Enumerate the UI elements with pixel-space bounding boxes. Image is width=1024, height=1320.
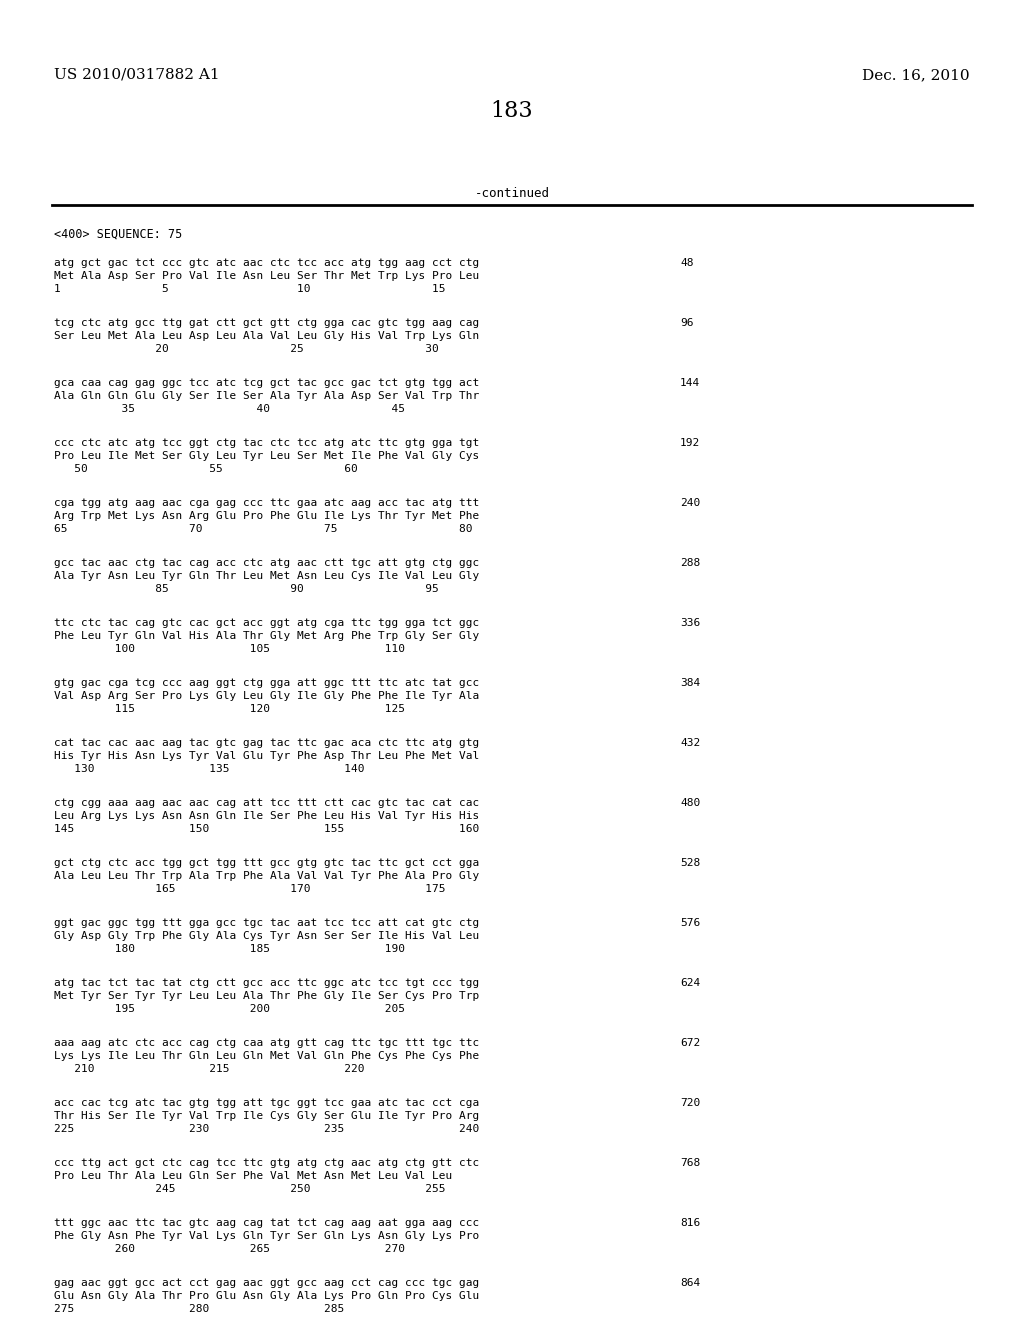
Text: 432: 432 xyxy=(680,738,700,748)
Text: 528: 528 xyxy=(680,858,700,869)
Text: 275                 280                 285: 275 280 285 xyxy=(54,1304,344,1313)
Text: US 2010/0317882 A1: US 2010/0317882 A1 xyxy=(54,69,219,82)
Text: Glu Asn Gly Ala Thr Pro Glu Asn Gly Ala Lys Pro Gln Pro Cys Glu: Glu Asn Gly Ala Thr Pro Glu Asn Gly Ala … xyxy=(54,1291,479,1302)
Text: Arg Trp Met Lys Asn Arg Glu Pro Phe Glu Ile Lys Thr Tyr Met Phe: Arg Trp Met Lys Asn Arg Glu Pro Phe Glu … xyxy=(54,511,479,521)
Text: 816: 816 xyxy=(680,1218,700,1228)
Text: Ser Leu Met Ala Leu Asp Leu Ala Val Leu Gly His Val Trp Lys Gln: Ser Leu Met Ala Leu Asp Leu Ala Val Leu … xyxy=(54,331,479,341)
Text: 624: 624 xyxy=(680,978,700,987)
Text: gct ctg ctc acc tgg gct tgg ttt gcc gtg gtc tac ttc gct cct gga: gct ctg ctc acc tgg gct tgg ttt gcc gtg … xyxy=(54,858,479,869)
Text: Val Asp Arg Ser Pro Lys Gly Leu Gly Ile Gly Phe Phe Ile Tyr Ala: Val Asp Arg Ser Pro Lys Gly Leu Gly Ile … xyxy=(54,690,479,701)
Text: 96: 96 xyxy=(680,318,693,327)
Text: 50                  55                  60: 50 55 60 xyxy=(54,465,357,474)
Text: ttc ctc tac cag gtc cac gct acc ggt atg cga ttc tgg gga tct ggc: ttc ctc tac cag gtc cac gct acc ggt atg … xyxy=(54,618,479,628)
Text: gag aac ggt gcc act cct gag aac ggt gcc aag cct cag ccc tgc gag: gag aac ggt gcc act cct gag aac ggt gcc … xyxy=(54,1278,479,1288)
Text: 288: 288 xyxy=(680,558,700,568)
Text: 85                  90                  95: 85 90 95 xyxy=(54,583,438,594)
Text: 183: 183 xyxy=(490,100,534,121)
Text: 864: 864 xyxy=(680,1278,700,1288)
Text: tcg ctc atg gcc ttg gat ctt gct gtt ctg gga cac gtc tgg aag cag: tcg ctc atg gcc ttg gat ctt gct gtt ctg … xyxy=(54,318,479,327)
Text: cat tac cac aac aag tac gtc gag tac ttc gac aca ctc ttc atg gtg: cat tac cac aac aag tac gtc gag tac ttc … xyxy=(54,738,479,748)
Text: 260                 265                 270: 260 265 270 xyxy=(54,1243,406,1254)
Text: 192: 192 xyxy=(680,438,700,447)
Text: Ala Gln Gln Glu Gly Ser Ile Ser Ala Tyr Ala Asp Ser Val Trp Thr: Ala Gln Gln Glu Gly Ser Ile Ser Ala Tyr … xyxy=(54,391,479,401)
Text: Phe Gly Asn Phe Tyr Val Lys Gln Tyr Ser Gln Lys Asn Gly Lys Pro: Phe Gly Asn Phe Tyr Val Lys Gln Tyr Ser … xyxy=(54,1232,479,1241)
Text: 576: 576 xyxy=(680,917,700,928)
Text: Met Tyr Ser Tyr Tyr Leu Leu Ala Thr Phe Gly Ile Ser Cys Pro Trp: Met Tyr Ser Tyr Tyr Leu Leu Ala Thr Phe … xyxy=(54,991,479,1001)
Text: Pro Leu Ile Met Ser Gly Leu Tyr Leu Ser Met Ile Phe Val Gly Cys: Pro Leu Ile Met Ser Gly Leu Tyr Leu Ser … xyxy=(54,451,479,461)
Text: <400> SEQUENCE: 75: <400> SEQUENCE: 75 xyxy=(54,228,182,242)
Text: 384: 384 xyxy=(680,678,700,688)
Text: 225                 230                 235                 240: 225 230 235 240 xyxy=(54,1125,479,1134)
Text: Pro Leu Thr Ala Leu Gln Ser Phe Val Met Asn Met Leu Val Leu: Pro Leu Thr Ala Leu Gln Ser Phe Val Met … xyxy=(54,1171,453,1181)
Text: Phe Leu Tyr Gln Val His Ala Thr Gly Met Arg Phe Trp Gly Ser Gly: Phe Leu Tyr Gln Val His Ala Thr Gly Met … xyxy=(54,631,479,642)
Text: Leu Arg Lys Lys Asn Asn Gln Ile Ser Phe Leu His Val Tyr His His: Leu Arg Lys Lys Asn Asn Gln Ile Ser Phe … xyxy=(54,810,479,821)
Text: ccc ctc atc atg tcc ggt ctg tac ctc tcc atg atc ttc gtg gga tgt: ccc ctc atc atg tcc ggt ctg tac ctc tcc … xyxy=(54,438,479,447)
Text: 768: 768 xyxy=(680,1158,700,1168)
Text: ggt gac ggc tgg ttt gga gcc tgc tac aat tcc tcc att cat gtc ctg: ggt gac ggc tgg ttt gga gcc tgc tac aat … xyxy=(54,917,479,928)
Text: 720: 720 xyxy=(680,1098,700,1107)
Text: gtg gac cga tcg ccc aag ggt ctg gga att ggc ttt ttc atc tat gcc: gtg gac cga tcg ccc aag ggt ctg gga att … xyxy=(54,678,479,688)
Text: ccc ttg act gct ctc cag tcc ttc gtg atg ctg aac atg ctg gtt ctc: ccc ttg act gct ctc cag tcc ttc gtg atg … xyxy=(54,1158,479,1168)
Text: Ala Tyr Asn Leu Tyr Gln Thr Leu Met Asn Leu Cys Ile Val Leu Gly: Ala Tyr Asn Leu Tyr Gln Thr Leu Met Asn … xyxy=(54,572,479,581)
Text: His Tyr His Asn Lys Tyr Val Glu Tyr Phe Asp Thr Leu Phe Met Val: His Tyr His Asn Lys Tyr Val Glu Tyr Phe … xyxy=(54,751,479,762)
Text: 180                 185                 190: 180 185 190 xyxy=(54,944,406,954)
Text: 210                 215                 220: 210 215 220 xyxy=(54,1064,365,1074)
Text: 145                 150                 155                 160: 145 150 155 160 xyxy=(54,824,479,834)
Text: ttt ggc aac ttc tac gtc aag cag tat tct cag aag aat gga aag ccc: ttt ggc aac ttc tac gtc aag cag tat tct … xyxy=(54,1218,479,1228)
Text: 48: 48 xyxy=(680,257,693,268)
Text: 672: 672 xyxy=(680,1038,700,1048)
Text: Ala Leu Leu Thr Trp Ala Trp Phe Ala Val Val Tyr Phe Ala Pro Gly: Ala Leu Leu Thr Trp Ala Trp Phe Ala Val … xyxy=(54,871,479,880)
Text: 480: 480 xyxy=(680,799,700,808)
Text: 1               5                   10                  15: 1 5 10 15 xyxy=(54,284,445,294)
Text: 195                 200                 205: 195 200 205 xyxy=(54,1005,406,1014)
Text: gcc tac aac ctg tac cag acc ctc atg aac ctt tgc att gtg ctg ggc: gcc tac aac ctg tac cag acc ctc atg aac … xyxy=(54,558,479,568)
Text: gca caa cag gag ggc tcc atc tcg gct tac gcc gac tct gtg tgg act: gca caa cag gag ggc tcc atc tcg gct tac … xyxy=(54,378,479,388)
Text: 336: 336 xyxy=(680,618,700,628)
Text: -continued: -continued xyxy=(474,187,550,201)
Text: 115                 120                 125: 115 120 125 xyxy=(54,704,406,714)
Text: cga tgg atg aag aac cga gag ccc ttc gaa atc aag acc tac atg ttt: cga tgg atg aag aac cga gag ccc ttc gaa … xyxy=(54,498,479,508)
Text: 65                  70                  75                  80: 65 70 75 80 xyxy=(54,524,472,535)
Text: 100                 105                 110: 100 105 110 xyxy=(54,644,406,653)
Text: atg tac tct tac tat ctg ctt gcc acc ttc ggc atc tcc tgt ccc tgg: atg tac tct tac tat ctg ctt gcc acc ttc … xyxy=(54,978,479,987)
Text: Lys Lys Ile Leu Thr Gln Leu Gln Met Val Gln Phe Cys Phe Cys Phe: Lys Lys Ile Leu Thr Gln Leu Gln Met Val … xyxy=(54,1051,479,1061)
Text: Met Ala Asp Ser Pro Val Ile Asn Leu Ser Thr Met Trp Lys Pro Leu: Met Ala Asp Ser Pro Val Ile Asn Leu Ser … xyxy=(54,271,479,281)
Text: Thr His Ser Ile Tyr Val Trp Ile Cys Gly Ser Glu Ile Tyr Pro Arg: Thr His Ser Ile Tyr Val Trp Ile Cys Gly … xyxy=(54,1111,479,1121)
Text: aaa aag atc ctc acc cag ctg caa atg gtt cag ttc tgc ttt tgc ttc: aaa aag atc ctc acc cag ctg caa atg gtt … xyxy=(54,1038,479,1048)
Text: 35                  40                  45: 35 40 45 xyxy=(54,404,406,414)
Text: acc cac tcg atc tac gtg tgg att tgc ggt tcc gaa atc tac cct cga: acc cac tcg atc tac gtg tgg att tgc ggt … xyxy=(54,1098,479,1107)
Text: 165                 170                 175: 165 170 175 xyxy=(54,884,445,894)
Text: atg gct gac tct ccc gtc atc aac ctc tcc acc atg tgg aag cct ctg: atg gct gac tct ccc gtc atc aac ctc tcc … xyxy=(54,257,479,268)
Text: Gly Asp Gly Trp Phe Gly Ala Cys Tyr Asn Ser Ser Ile His Val Leu: Gly Asp Gly Trp Phe Gly Ala Cys Tyr Asn … xyxy=(54,931,479,941)
Text: Dec. 16, 2010: Dec. 16, 2010 xyxy=(862,69,970,82)
Text: 130                 135                 140: 130 135 140 xyxy=(54,764,365,774)
Text: 20                  25                  30: 20 25 30 xyxy=(54,345,438,354)
Text: 245                 250                 255: 245 250 255 xyxy=(54,1184,445,1195)
Text: 144: 144 xyxy=(680,378,700,388)
Text: 240: 240 xyxy=(680,498,700,508)
Text: ctg cgg aaa aag aac aac cag att tcc ttt ctt cac gtc tac cat cac: ctg cgg aaa aag aac aac cag att tcc ttt … xyxy=(54,799,479,808)
